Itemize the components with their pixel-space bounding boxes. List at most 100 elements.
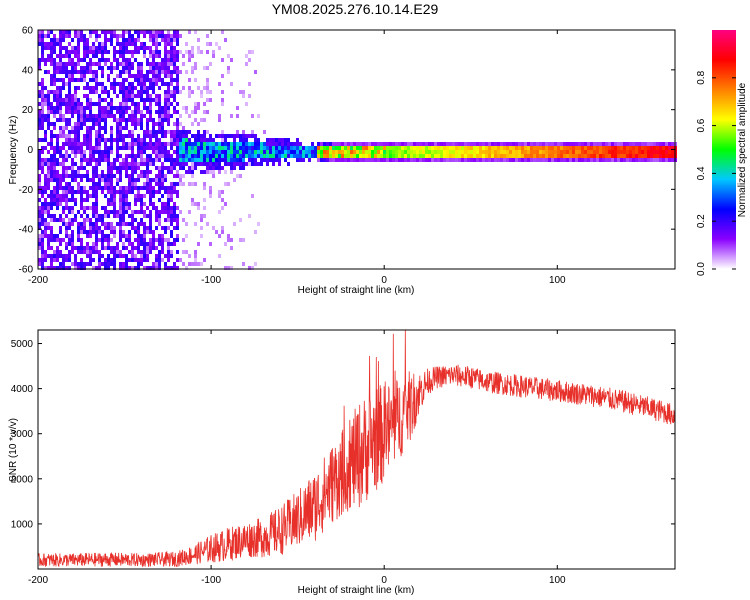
y-tick-label: -60 xyxy=(19,265,34,276)
heatmap-cell xyxy=(86,54,89,58)
heatmap-cell xyxy=(95,162,98,166)
heatmap-cell xyxy=(119,174,122,178)
heatmap-cell xyxy=(128,230,131,234)
heatmap-cell xyxy=(134,178,137,182)
heatmap-cell xyxy=(95,166,98,170)
heatmap-cell xyxy=(623,142,626,146)
heatmap-cell xyxy=(179,114,182,118)
heatmap-cell xyxy=(203,118,206,122)
heatmap-cell xyxy=(410,150,413,154)
heatmap-cell xyxy=(254,154,257,158)
heatmap-cell xyxy=(383,146,386,150)
heatmap-cell xyxy=(98,94,101,98)
heatmap-cell xyxy=(149,94,152,98)
heatmap-cell xyxy=(119,162,122,166)
heatmap-cell xyxy=(314,150,317,154)
heatmap-cell xyxy=(395,154,398,158)
heatmap-cell xyxy=(137,150,140,154)
heatmap-cell xyxy=(65,198,68,202)
heatmap-cell xyxy=(170,214,173,218)
heatmap-cell xyxy=(233,142,236,146)
heatmap-cell xyxy=(50,218,53,222)
heatmap-cell xyxy=(599,154,602,158)
heatmap-cell xyxy=(614,146,617,150)
heatmap-cell xyxy=(293,142,296,146)
heatmap-cell xyxy=(113,210,116,214)
heatmap-cell xyxy=(95,86,98,90)
heatmap-cell xyxy=(131,114,134,118)
heatmap-cell xyxy=(131,158,134,162)
heatmap-cell xyxy=(185,42,188,46)
heatmap-cell xyxy=(89,70,92,74)
heatmap-cell xyxy=(95,34,98,38)
heatmap-cell xyxy=(665,142,668,146)
heatmap-cell xyxy=(221,74,224,78)
heatmap-cell xyxy=(209,98,212,102)
heatmap-cell xyxy=(668,158,671,162)
heatmap-cell xyxy=(287,142,290,146)
heatmap-cell xyxy=(134,46,137,50)
heatmap-cell xyxy=(86,114,89,118)
heatmap-cell xyxy=(434,142,437,146)
heatmap-cell xyxy=(110,146,113,150)
heatmap-cell xyxy=(161,186,164,190)
heatmap-cell xyxy=(632,142,635,146)
heatmap-cell xyxy=(215,134,218,138)
heatmap-cell xyxy=(176,266,179,270)
heatmap-cell xyxy=(71,250,74,254)
heatmap-cell xyxy=(116,34,119,38)
heatmap-cell xyxy=(152,42,155,46)
heatmap-cell xyxy=(140,170,143,174)
heatmap-cell xyxy=(116,106,119,110)
heatmap-cell xyxy=(227,66,230,70)
heatmap-cell xyxy=(443,158,446,162)
heatmap-cell xyxy=(50,130,53,134)
heatmap-cell xyxy=(62,54,65,58)
heatmap-cell xyxy=(362,154,365,158)
heatmap-cell xyxy=(101,82,104,86)
heatmap-cell xyxy=(158,258,161,262)
heatmap-cell xyxy=(182,150,185,154)
heatmap-cell xyxy=(149,222,152,226)
heatmap-cell xyxy=(116,110,119,114)
heatmap-cell xyxy=(179,258,182,262)
heatmap-cell xyxy=(161,162,164,166)
heatmap-cell xyxy=(671,158,674,162)
heatmap-cell xyxy=(185,222,188,226)
heatmap-cell xyxy=(146,258,149,262)
heatmap-cell xyxy=(518,146,521,150)
heatmap-cell xyxy=(362,146,365,150)
heatmap-cell xyxy=(221,102,224,106)
heatmap-cell xyxy=(671,150,674,154)
heatmap-cell xyxy=(80,202,83,206)
heatmap-cell xyxy=(596,154,599,158)
heatmap-cell xyxy=(50,234,53,238)
heatmap-cell xyxy=(221,58,224,62)
heatmap-cell xyxy=(179,90,182,94)
heatmap-cell xyxy=(104,42,107,46)
heatmap-cell xyxy=(203,162,206,166)
heatmap-cell xyxy=(89,114,92,118)
heatmap-cell xyxy=(170,250,173,254)
heatmap-cell xyxy=(167,254,170,258)
heatmap-cell xyxy=(89,58,92,62)
heatmap-cell xyxy=(101,70,104,74)
heatmap-cell xyxy=(149,146,152,150)
heatmap-cell xyxy=(527,142,530,146)
heatmap-cell xyxy=(431,146,434,150)
heatmap-cell xyxy=(332,146,335,150)
heatmap-cell xyxy=(59,114,62,118)
heatmap-cell xyxy=(143,174,146,178)
heatmap-cell xyxy=(194,262,197,266)
heatmap-cell xyxy=(176,82,179,86)
heatmap-cell xyxy=(158,170,161,174)
heatmap-cell xyxy=(176,222,179,226)
x-tick-label: 0 xyxy=(381,575,387,586)
heatmap-cell xyxy=(530,142,533,146)
heatmap-cell xyxy=(452,146,455,150)
heatmap-cell xyxy=(119,214,122,218)
heatmap-cell xyxy=(44,206,47,210)
heatmap-cell xyxy=(110,202,113,206)
heatmap-cell xyxy=(185,158,188,162)
